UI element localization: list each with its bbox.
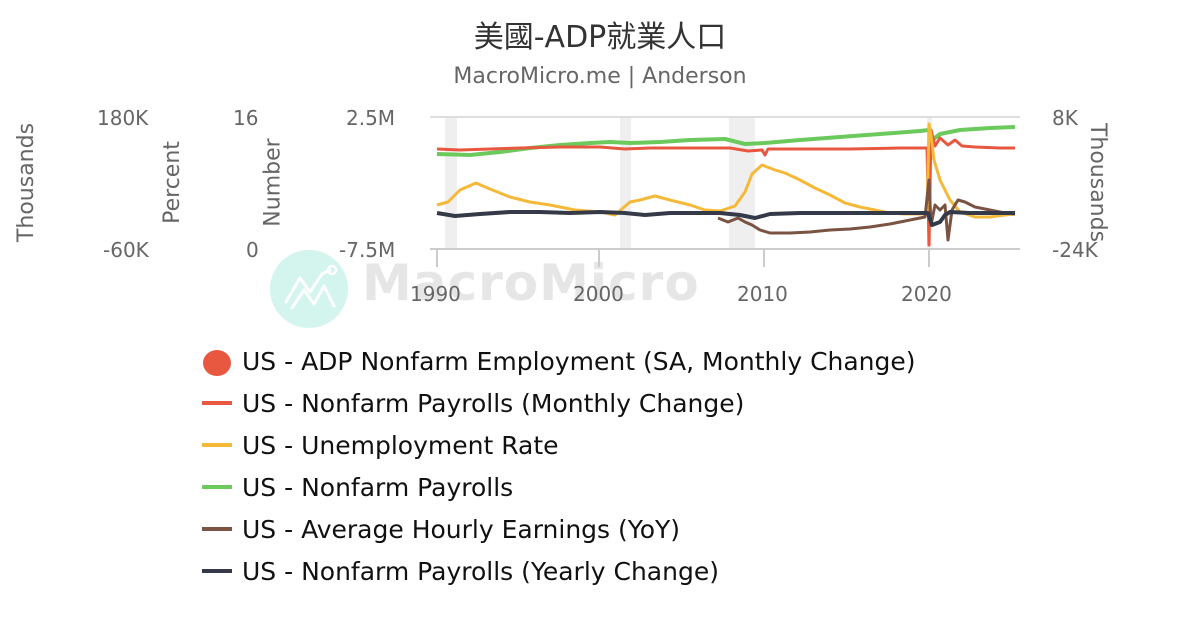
legend-item-adp-nonfarm-employment[interactable]: US - ADP Nonfarm Employment (SA, Monthly…: [200, 340, 916, 382]
y2-min-label: 0: [246, 238, 259, 262]
x-axis-ticks: [436, 249, 930, 267]
legend-line-icon: [200, 434, 232, 456]
y2-max-label: 16: [233, 106, 259, 130]
legend-label: US - Nonfarm Payrolls (Yearly Change): [242, 556, 719, 586]
y4-min-label: -24K: [1052, 238, 1098, 262]
legend-label: US - Average Hourly Earnings (YoY): [242, 514, 681, 544]
y1-max-label: 180K: [97, 106, 149, 130]
y4-max-label: 8K: [1052, 106, 1078, 130]
series-nonfarm-payrolls-monthly-change: [436, 128, 1015, 247]
legend-label: US - Nonfarm Payrolls: [242, 472, 514, 502]
legend-label: US - Nonfarm Payrolls (Monthly Change): [242, 388, 745, 418]
legend-item-nonfarm-payrolls-monthly-change[interactable]: US - Nonfarm Payrolls (Monthly Change): [200, 382, 916, 424]
chart-plot-area: [430, 116, 1020, 267]
legend-item-average-hourly-earnings[interactable]: US - Average Hourly Earnings (YoY): [200, 508, 916, 550]
legend-dot-icon: [200, 350, 232, 376]
series-average-hourly-earnings: [717, 178, 1016, 242]
legend-label: US - Unemployment Rate: [242, 430, 559, 460]
x-tick-2000: 2000: [573, 282, 624, 306]
legend-item-nonfarm-payrolls-yearly-change[interactable]: US - Nonfarm Payrolls (Yearly Change): [200, 550, 916, 592]
legend-line-icon: [200, 560, 232, 582]
series-unemployment-rate: [436, 122, 1016, 219]
watermark-logo-icon: [270, 250, 348, 328]
x-tick-1990: 1990: [410, 282, 461, 306]
x-tick-2020: 2020: [901, 282, 952, 306]
legend-line-icon: [200, 392, 232, 414]
legend-item-unemployment-rate[interactable]: US - Unemployment Rate: [200, 424, 916, 466]
legend-item-nonfarm-payrolls[interactable]: US - Nonfarm Payrolls: [200, 466, 916, 508]
chart-title: 美國-ADP就業人口: [473, 20, 727, 55]
chart-legend: US - ADP Nonfarm Employment (SA, Monthly…: [200, 340, 916, 592]
legend-label: US - ADP Nonfarm Employment (SA, Monthly…: [242, 346, 916, 376]
y3-max-label: 2.5M: [346, 106, 396, 130]
series-nonfarm-payrolls-yearly-change: [436, 210, 1015, 227]
watermark: MacroMicro: [270, 250, 699, 330]
watermark-text: MacroMicro: [362, 254, 700, 312]
x-tick-2010: 2010: [737, 282, 788, 306]
y1-min-label: -60K: [103, 238, 149, 262]
legend-line-icon: [200, 476, 232, 498]
chart-subtitle: MacroMicro.me | Anderson: [453, 64, 747, 89]
legend-line-icon: [200, 518, 232, 540]
y3-min-label: -7.5M: [339, 238, 396, 262]
